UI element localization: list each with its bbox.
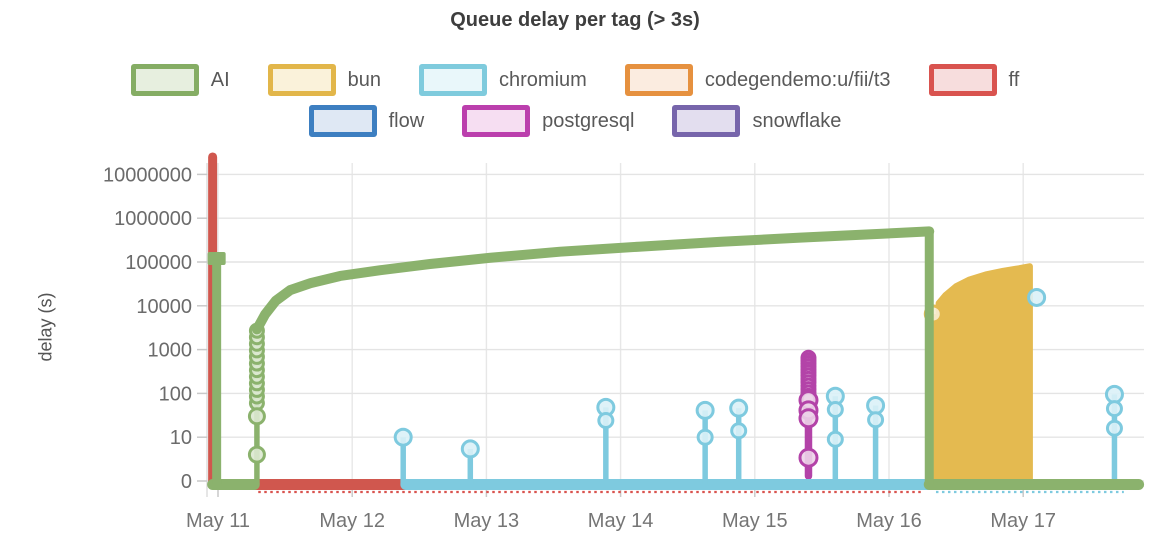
legend-item-flow[interactable]: flow xyxy=(308,105,425,137)
legend-swatch xyxy=(624,64,693,96)
lollipop-ring-chromium xyxy=(597,412,615,430)
legend-swatch xyxy=(462,105,531,137)
y-tick-label: 0 xyxy=(181,471,192,493)
legend-swatch xyxy=(267,64,336,96)
area-bun xyxy=(935,263,1033,487)
legend-swatch xyxy=(419,64,488,96)
y-tick-label: 10000000 xyxy=(103,164,192,186)
legend-item-bun[interactable]: bun xyxy=(267,64,382,96)
x-tick-label: May 13 xyxy=(454,510,520,532)
lollipop-ring-chromium xyxy=(1105,400,1123,418)
legend-label: snowflake xyxy=(752,109,842,132)
lollipop-ring-chromium xyxy=(866,395,886,415)
y-tick-label: 100000 xyxy=(125,252,192,274)
legend-label: AI xyxy=(210,68,230,91)
lollipop-ring-chromium xyxy=(393,427,413,447)
lollipop-ring-chromium xyxy=(729,398,749,418)
x-tick-label: May 14 xyxy=(588,510,654,532)
legend-item-snowflake[interactable]: snowflake xyxy=(672,105,841,137)
legend-item-ff[interactable]: ff xyxy=(928,64,1020,96)
legend-swatch xyxy=(672,105,741,137)
legend-swatch xyxy=(130,64,199,96)
legend-row: AI bun chromium codegendemo:u/fii/t3 ff xyxy=(112,64,1039,96)
marker-ring xyxy=(247,407,266,426)
legend-row: flow postgresql snowflake xyxy=(290,105,861,137)
legend-item-chromium[interactable]: chromium xyxy=(419,64,587,96)
lollipop-ring-chromium xyxy=(1027,287,1047,307)
legend-label: flow xyxy=(388,109,425,132)
lollipop-ring-chromium xyxy=(1105,419,1123,437)
y-tick-label: 1000000 xyxy=(114,208,192,230)
x-tick-label: May 15 xyxy=(722,510,788,532)
lollipop-ring-chromium xyxy=(696,428,714,446)
lollipop-ring-chromium xyxy=(1104,384,1124,404)
y-tick-label: 10000 xyxy=(136,296,192,318)
marker-ring xyxy=(798,447,819,468)
legend-label: codegendemo:u/fii/t3 xyxy=(704,68,891,91)
x-tick-label: May 16 xyxy=(856,510,922,532)
legend-label: chromium xyxy=(499,68,587,91)
legend-label: bun xyxy=(347,68,382,91)
curve-AI xyxy=(251,226,935,335)
lollipop-ring-chromium xyxy=(730,422,748,440)
spike-cap-AI xyxy=(207,252,226,266)
y-tick-label: 100 xyxy=(159,383,192,405)
lollipop-ring-chromium xyxy=(695,400,715,420)
y-tick-label: 1000 xyxy=(148,340,193,362)
x-tick-label: May 11 xyxy=(186,510,250,532)
marker-ring xyxy=(247,445,266,464)
legend-label: ff xyxy=(1008,68,1020,91)
legend-item-AI[interactable]: AI xyxy=(130,64,230,96)
legend-label: postgresql xyxy=(542,109,635,132)
lollipop-ring-chromium xyxy=(460,439,480,459)
chart-legend: AI bun chromium codegendemo:u/fii/t3 ff flow p… xyxy=(0,64,1150,137)
chart-title: Queue delay per tag (> 3s) xyxy=(450,9,700,31)
legend-item-codegendemo:u/fii/t3[interactable]: codegendemo:u/fii/t3 xyxy=(624,64,891,96)
lollipop-ring-chromium xyxy=(826,430,844,448)
legend-swatch xyxy=(308,105,377,137)
y-tick-label: 10 xyxy=(170,427,192,449)
marker-ring xyxy=(798,408,819,429)
x-tick-label: May 17 xyxy=(990,510,1056,532)
lollipop-ring-chromium xyxy=(826,400,844,418)
legend-swatch xyxy=(928,64,997,96)
x-tick-label: May 12 xyxy=(319,510,385,532)
legend-item-postgresql[interactable]: postgresql xyxy=(462,105,634,137)
lollipop-ring-chromium xyxy=(867,411,885,429)
